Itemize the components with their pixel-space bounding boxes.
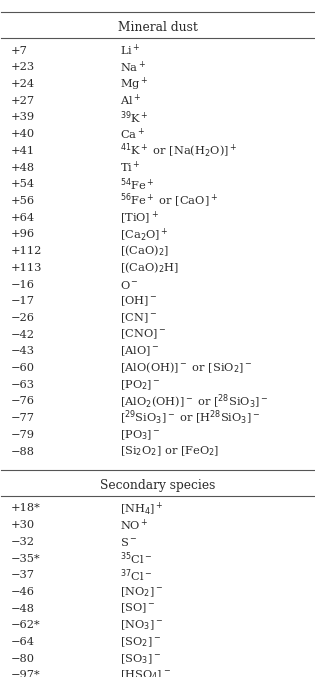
Text: [AlO$_2$(OH)]$^-$ or [$^{28}$SiO$_3$]$^-$: [AlO$_2$(OH)]$^-$ or [$^{28}$SiO$_3$]$^-…	[120, 393, 269, 410]
Text: +112: +112	[11, 246, 42, 256]
Text: Li$^+$: Li$^+$	[120, 43, 141, 58]
Text: [NO$_3$]$^-$: [NO$_3$]$^-$	[120, 619, 163, 632]
Text: Na$^+$: Na$^+$	[120, 60, 146, 75]
Text: $^{41}$K$^+$ or [Na(H$_2$O)]$^+$: $^{41}$K$^+$ or [Na(H$_2$O)]$^+$	[120, 141, 238, 160]
Text: [CNO]$^-$: [CNO]$^-$	[120, 328, 166, 341]
Text: −60: −60	[11, 363, 35, 373]
Text: −77: −77	[11, 413, 35, 423]
Text: O$^-$: O$^-$	[120, 278, 139, 290]
Text: [TiO]$^+$: [TiO]$^+$	[120, 209, 159, 226]
Text: $^{37}$Cl$^-$: $^{37}$Cl$^-$	[120, 567, 152, 584]
Text: −42: −42	[11, 330, 35, 340]
Text: [$^{29}$SiO$_3$]$^-$ or [H$^{28}$SiO$_3$]$^-$: [$^{29}$SiO$_3$]$^-$ or [H$^{28}$SiO$_3$…	[120, 409, 260, 427]
Text: +64: +64	[11, 213, 35, 223]
Text: −76: −76	[11, 397, 35, 406]
Text: −16: −16	[11, 280, 35, 290]
Text: +7: +7	[11, 45, 28, 56]
Text: [HSO$_4$]$^-$: [HSO$_4$]$^-$	[120, 669, 171, 677]
Text: −37: −37	[11, 570, 35, 580]
Text: −97*: −97*	[11, 670, 40, 677]
Text: +41: +41	[11, 146, 35, 156]
Text: −35*: −35*	[11, 554, 40, 563]
Text: $^{35}$Cl$^-$: $^{35}$Cl$^-$	[120, 550, 152, 567]
Text: [PO$_2$]$^-$: [PO$_2$]$^-$	[120, 378, 161, 391]
Text: +23: +23	[11, 62, 35, 72]
Text: [CN]$^-$: [CN]$^-$	[120, 311, 157, 325]
Text: −32: −32	[11, 537, 35, 547]
Text: −88: −88	[11, 447, 35, 456]
Text: $^{54}$Fe$^+$: $^{54}$Fe$^+$	[120, 176, 155, 192]
Text: NO$^+$: NO$^+$	[120, 517, 149, 533]
Text: [SO$_2$]$^-$: [SO$_2$]$^-$	[120, 635, 161, 649]
Text: +54: +54	[11, 179, 35, 190]
Text: [AlO(OH)]$^-$ or [SiO$_2$]$^-$: [AlO(OH)]$^-$ or [SiO$_2$]$^-$	[120, 361, 253, 375]
Text: +48: +48	[11, 162, 35, 173]
Text: [SO$_3$]$^-$: [SO$_3$]$^-$	[120, 652, 161, 665]
Text: −17: −17	[11, 297, 35, 306]
Text: −62*: −62*	[11, 620, 40, 630]
Text: S$^-$: S$^-$	[120, 536, 137, 548]
Text: +27: +27	[11, 95, 35, 106]
Text: −26: −26	[11, 313, 35, 323]
Text: [NO$_2$]$^-$: [NO$_2$]$^-$	[120, 585, 163, 598]
Text: −64: −64	[11, 637, 35, 647]
Text: −43: −43	[11, 347, 35, 356]
Text: +113: +113	[11, 263, 42, 273]
Text: [(CaO)$_2$]: [(CaO)$_2$]	[120, 244, 169, 259]
Text: [SO]$^-$: [SO]$^-$	[120, 602, 156, 615]
Text: Secondary species: Secondary species	[100, 479, 215, 492]
Text: [Ca$_2$O]$^+$: [Ca$_2$O]$^+$	[120, 226, 169, 243]
Text: [NH$_4$]$^+$: [NH$_4$]$^+$	[120, 500, 164, 517]
Text: +96: +96	[11, 230, 35, 240]
Text: −79: −79	[11, 430, 35, 440]
Text: −48: −48	[11, 604, 35, 613]
Text: +24: +24	[11, 79, 35, 89]
Text: Mineral dust: Mineral dust	[117, 21, 198, 34]
Text: +40: +40	[11, 129, 35, 139]
Text: [OH]$^-$: [OH]$^-$	[120, 294, 158, 308]
Text: −46: −46	[11, 587, 35, 597]
Text: Al$^+$: Al$^+$	[120, 93, 141, 108]
Text: [Si$_2$O$_2$] or [FeO$_2$]: [Si$_2$O$_2$] or [FeO$_2$]	[120, 445, 219, 458]
Text: +18*: +18*	[11, 504, 41, 513]
Text: +30: +30	[11, 520, 35, 530]
Text: [AlO]$^-$: [AlO]$^-$	[120, 345, 160, 358]
Text: [PO$_3$]$^-$: [PO$_3$]$^-$	[120, 428, 161, 441]
Text: +39: +39	[11, 112, 35, 123]
Text: Ca$^+$: Ca$^+$	[120, 127, 145, 142]
Text: −63: −63	[11, 380, 35, 390]
Text: [(CaO)$_2$H]: [(CaO)$_2$H]	[120, 261, 179, 275]
Text: −80: −80	[11, 654, 35, 663]
Text: Mg$^+$: Mg$^+$	[120, 75, 148, 93]
Text: +56: +56	[11, 196, 35, 206]
Text: $^{56}$Fe$^+$ or [CaO]$^+$: $^{56}$Fe$^+$ or [CaO]$^+$	[120, 192, 218, 210]
Text: Ti$^+$: Ti$^+$	[120, 160, 141, 175]
Text: $^{39}$K$^+$: $^{39}$K$^+$	[120, 109, 148, 126]
